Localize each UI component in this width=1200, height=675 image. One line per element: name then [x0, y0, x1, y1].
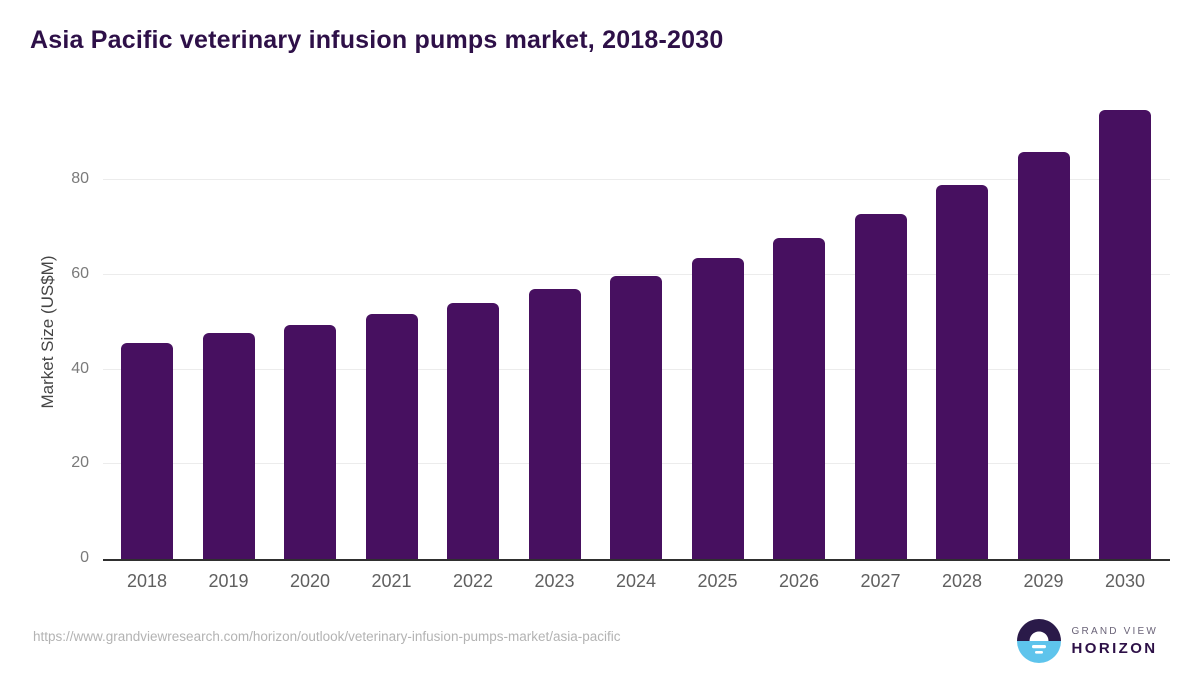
logo-horizon-text: HORIZON — [1071, 639, 1158, 657]
bar-2025 — [691, 258, 744, 559]
x-axis-label-2022: 2022 — [452, 571, 494, 591]
bar-2030 — [1099, 110, 1151, 559]
bar-2018 — [121, 343, 173, 559]
bar-2023 — [528, 289, 581, 559]
x-axis-label-2018: 2018 — [126, 571, 168, 591]
x-axis-label-2020: 2020 — [289, 571, 331, 591]
bar-2020 — [284, 325, 336, 559]
x-axis-label-2028: 2028 — [941, 571, 983, 591]
y-axis-tick-label: 20 — [71, 454, 89, 472]
bar-2022 — [447, 302, 499, 559]
bar-2029 — [1017, 151, 1070, 559]
y-axis-tick-label: 40 — [71, 359, 89, 377]
bar-2027 — [854, 214, 907, 559]
horizon-sunset-logo-icon — [1016, 619, 1061, 663]
logo-grand-view-text: GRAND VIEW — [1071, 625, 1158, 637]
chart-title: Asia Pacific veterinary infusion pumps m… — [30, 26, 724, 54]
y-axis-tick-label: 80 — [71, 170, 89, 187]
y-axis-tick-label: 0 — [80, 549, 89, 566]
plot-area: 0 20 40 60 80 2018 2019 2020 2021 2022 2023 2024 202… — [71, 100, 1170, 591]
logo-wordmark: GRAND VIEW HORIZON — [1072, 626, 1158, 657]
source-url: https://www.grandviewresearch.com/horizo… — [33, 629, 621, 644]
grand-view-horizon-logo: GRAND VIEW HORIZON — [1016, 619, 1158, 663]
x-axis-label-2026: 2026 — [778, 571, 820, 591]
bar-2019 — [202, 333, 255, 559]
bar-2028 — [936, 185, 988, 559]
x-axis-label-2027: 2027 — [860, 571, 901, 591]
bar-2021 — [365, 314, 418, 559]
y-axis-title: Market Size (US$M) — [38, 255, 57, 409]
y-axis-tick-label: 60 — [71, 264, 89, 282]
gridline — [103, 179, 1170, 180]
x-axis-label-2030: 2030 — [1104, 571, 1146, 591]
x-axis-label-2023: 2023 — [534, 571, 575, 591]
x-axis-label-2019: 2019 — [208, 571, 249, 591]
gridline — [103, 273, 1170, 275]
x-axis-label-2029: 2029 — [1023, 571, 1064, 591]
bar-2026 — [773, 237, 825, 559]
bar-2024 — [610, 275, 662, 559]
x-axis-label-2021: 2021 — [371, 571, 412, 591]
x-axis-label-2024: 2024 — [615, 571, 657, 591]
x-axis-label-2025: 2025 — [697, 571, 738, 591]
